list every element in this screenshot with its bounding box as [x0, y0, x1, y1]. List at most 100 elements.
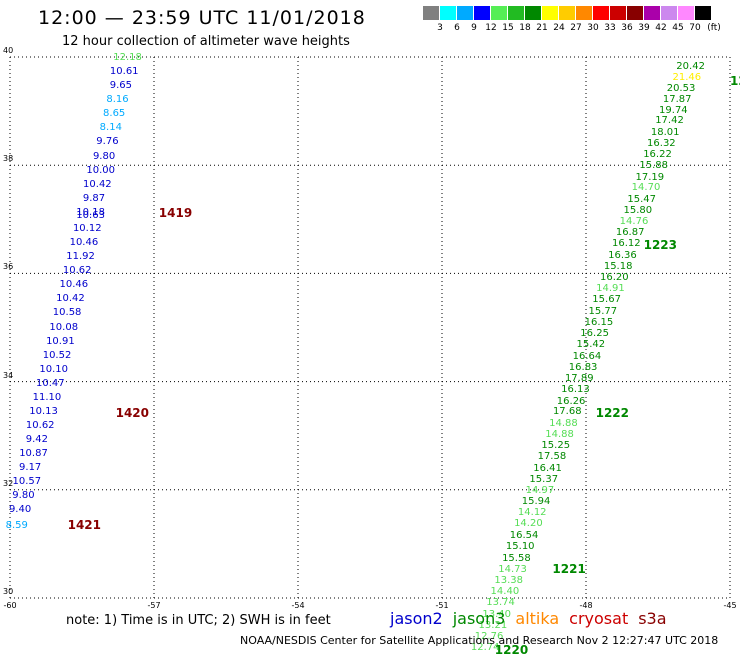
y-tick-label: 36	[3, 262, 14, 272]
wave-height-value: 17.42	[655, 115, 684, 127]
wave-height-value: 16.36	[608, 249, 637, 261]
units-note: note: 1) Time is in UTC; 2) SWH is in fe…	[66, 613, 331, 628]
y-tick-label: 32	[3, 478, 14, 488]
satellite-legend: jason2 jason3 altika cryosat s3a	[390, 609, 677, 628]
wave-height-value: 9.42	[25, 434, 49, 446]
wave-height-value: 20.42	[676, 60, 705, 72]
page-title: 12:00 — 23:59 UTC 11/01/2018	[38, 7, 366, 29]
wave-height-value: 15.80	[623, 205, 653, 217]
wave-height-value: 10.87	[19, 448, 48, 460]
pass-time-label: 1420	[115, 405, 149, 420]
wave-height-value: 10.63	[76, 210, 105, 222]
wave-height-value: 14.76	[619, 216, 649, 227]
x-tick-label: -57	[147, 601, 161, 610]
wave-height-value: 8.16	[106, 94, 129, 106]
wave-height-value: 10.42	[83, 178, 112, 190]
wave-height-value: 14.97	[525, 484, 555, 496]
legend-swatch	[440, 6, 456, 20]
x-tick-label: -54	[291, 601, 305, 610]
wave-height-value: 9.40	[8, 504, 32, 516]
legend-label: 18	[519, 23, 531, 33]
wave-height-value: 16.83	[568, 361, 598, 373]
wave-height-value: 11.92	[66, 251, 95, 263]
wave-height-value: 16.41	[533, 462, 562, 474]
legend-label: 45	[672, 23, 684, 33]
wave-height-value: 17.89	[564, 372, 594, 384]
satellite-jason3: jason3	[452, 609, 506, 628]
legend-swatch	[474, 6, 490, 20]
wave-height-value: 17.19	[635, 171, 665, 183]
y-tick-label: 30	[3, 587, 14, 596]
wave-height-value: 15.25	[541, 439, 571, 451]
wave-height-value: 16.22	[643, 148, 672, 160]
legend-swatch	[593, 6, 609, 20]
legend-label: 36	[621, 23, 633, 33]
wave-height-value: 18.01	[650, 126, 680, 138]
legend-unit: (ft)	[707, 23, 721, 33]
satellite-cryosat: cryosat	[569, 609, 629, 628]
wave-height-value: 17.58	[537, 451, 567, 463]
wave-height-value: 17.87	[662, 93, 692, 105]
wave-height-value: 10.10	[39, 363, 68, 375]
legend-swatch	[525, 6, 541, 20]
wave-height-value: 14.91	[596, 283, 625, 295]
legend-label: 30	[587, 23, 599, 33]
wave-height-value: 13.38	[494, 574, 524, 586]
legend-label: 21	[536, 23, 548, 33]
wave-height-value: 10.42	[56, 293, 85, 305]
x-tick-label: -60	[3, 601, 17, 610]
wave-height-value: 9.76	[96, 136, 119, 148]
wave-height-value: 16.25	[580, 327, 609, 339]
wave-height-value: 14.88	[545, 428, 574, 440]
pass-time-label: 1223	[643, 238, 677, 253]
wave-height-value: 10.46	[69, 237, 99, 249]
wave-height-value: 10.91	[46, 335, 75, 347]
wave-height-value: 9.80	[92, 150, 116, 162]
wave-height-value: 15.77	[588, 305, 618, 317]
wave-height-value: 10.62	[25, 419, 55, 431]
wave-height-value: 12.74	[470, 642, 500, 654]
legend-swatch	[661, 6, 677, 20]
legend-label: 39	[638, 23, 650, 33]
wave-height-value: 20.53	[666, 82, 696, 94]
legend-swatch	[559, 6, 575, 20]
legend-label: 6	[454, 23, 460, 33]
wave-height-value: 17.68	[552, 406, 582, 418]
plot-area: -60 -57 -54 -51 -48 -45 40 38 36 34 32 30 12.18 10.61…	[3, 46, 740, 657]
wave-height-value: 14.12	[517, 507, 547, 519]
wave-height-value: 8.59	[5, 519, 28, 531]
wave-height-value: 19.74	[659, 104, 688, 116]
wave-height-value: 13.74	[486, 597, 515, 609]
wave-height-value: 15.88	[639, 160, 668, 172]
pass-time-label: 1419	[158, 206, 193, 221]
wave-height-value: 9.17	[19, 462, 42, 474]
legend-label: 33	[604, 23, 616, 33]
wave-height-value: 16.20	[599, 272, 629, 284]
wave-height-value: 15.10	[505, 541, 535, 553]
wave-height-value: 10.52	[42, 349, 72, 361]
legend-swatch	[491, 6, 507, 20]
wave-height-value: 10.00	[86, 164, 116, 176]
wave-height-value: 10.13	[29, 405, 58, 417]
legend-label: 3	[437, 23, 443, 33]
legend-swatch	[542, 6, 558, 20]
legend-label: 12	[485, 23, 497, 33]
satellite-s3a: s3a	[638, 609, 667, 628]
wave-height-value: 12.76	[474, 630, 504, 642]
wave-height-value: 10.57	[12, 476, 42, 488]
legend-swatch	[627, 6, 643, 20]
pass-time-label: 1221	[552, 562, 586, 577]
legend-label: 42	[655, 23, 667, 33]
pass-time-label: 1222	[595, 405, 629, 420]
wave-height-value: 11.10	[32, 391, 62, 403]
legend-swatch	[457, 6, 473, 20]
wave-height-value: 14.70	[631, 182, 661, 194]
wave-height-value: 16.15	[584, 317, 614, 329]
x-tick-label: -48	[579, 601, 593, 610]
wave-height-value: 16.26	[556, 395, 586, 407]
wave-height-value: 15.67	[592, 294, 621, 306]
x-tick-label: -51	[435, 601, 449, 610]
wave-height-value: 16.64	[572, 350, 602, 362]
wave-height-value: 14.40	[490, 586, 520, 598]
legend-label: 9	[471, 23, 477, 33]
